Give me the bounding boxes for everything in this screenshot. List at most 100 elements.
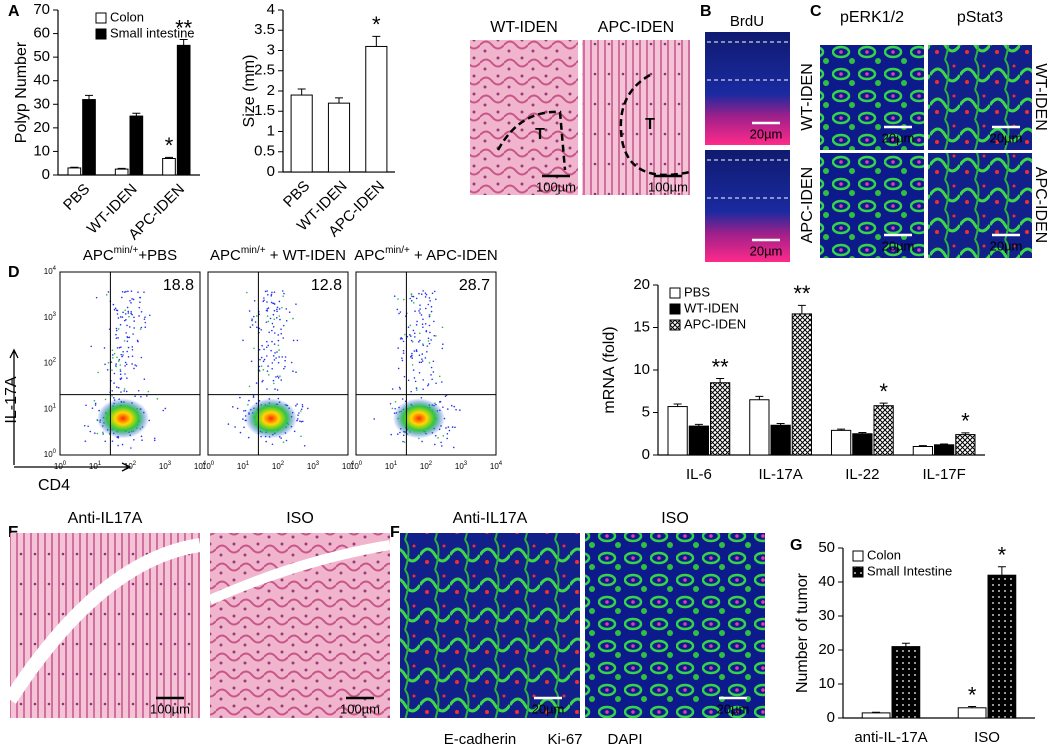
- flow-dot: [121, 355, 123, 358]
- flow-dot: [441, 326, 444, 329]
- x-tick-label: 100: [350, 461, 363, 472]
- histology-image: [10, 533, 200, 718]
- flow-dot: [126, 340, 129, 343]
- flow-dot: [143, 291, 145, 293]
- tick-exponent: 2: [133, 461, 137, 467]
- scale-label: 20µm: [532, 701, 565, 716]
- flow-dot: [260, 328, 263, 331]
- y-axis-label: Size (mm): [241, 55, 258, 128]
- flow-dot: [131, 363, 133, 365]
- flow-dot: [126, 377, 128, 379]
- flow-dot: [94, 402, 97, 405]
- flow-dot: [271, 443, 274, 446]
- flow-dot: [243, 410, 245, 412]
- flow-dot: [119, 323, 122, 326]
- legend-label: APC-IDEN: [684, 316, 746, 331]
- quadrant-percent: 18.8: [163, 277, 194, 294]
- flow-title: APCmin/+ + APC-IDEN: [354, 245, 498, 264]
- y-tick-label: 102: [44, 357, 57, 368]
- flow-dot: [397, 347, 399, 349]
- tick-exponent: 2: [53, 357, 57, 363]
- flow-dot: [153, 437, 156, 440]
- flow-dot: [280, 379, 283, 381]
- flow-dot: [425, 307, 427, 310]
- flow-dot: [413, 377, 416, 379]
- flow-dot: [430, 339, 432, 341]
- flow-dot: [133, 327, 135, 329]
- tick-exponent: 3: [53, 311, 57, 317]
- flow-dot: [273, 359, 276, 361]
- flow-dot: [418, 361, 421, 364]
- y-tick-label: 30: [33, 95, 50, 112]
- flow-dot: [272, 355, 275, 357]
- flow-dot: [425, 293, 428, 296]
- fluorescence-image: [705, 32, 790, 145]
- flow-dot: [119, 370, 122, 372]
- significance-label: **: [712, 354, 730, 379]
- flow-dot: [113, 397, 115, 399]
- fluorescence-image: [585, 533, 765, 718]
- y-tick-label: 20: [818, 641, 835, 658]
- y-tick-label: 10: [633, 361, 650, 378]
- flow-dot: [298, 412, 300, 414]
- flow-dot: [266, 370, 269, 372]
- flow-dot: [276, 351, 278, 353]
- flow-dot: [132, 298, 135, 301]
- flow-dot: [280, 332, 283, 335]
- scale-label: 20µm: [990, 238, 1023, 253]
- flow-dot: [424, 322, 427, 325]
- tick-exponent: 1: [98, 461, 102, 467]
- flow-dot: [118, 358, 121, 361]
- flow-dot: [126, 324, 128, 327]
- flow-dot: [147, 390, 150, 393]
- flow-dot: [273, 332, 276, 334]
- flow-dot: [107, 291, 110, 293]
- flow-dot: [127, 356, 130, 358]
- flow-dot: [275, 316, 278, 319]
- flow-dot: [156, 398, 159, 400]
- flow-dot: [414, 380, 417, 383]
- flow-dot: [248, 310, 251, 312]
- flow-dot: [267, 374, 270, 376]
- flow-dot: [285, 319, 288, 322]
- flow-dot: [125, 390, 128, 393]
- flow-dot: [421, 440, 423, 443]
- error-bar: [997, 566, 1006, 576]
- flow-dot: [133, 320, 136, 322]
- flow-title: APCmin/++PBS: [83, 245, 177, 264]
- flow-dot: [455, 408, 457, 411]
- flow-dot: [267, 307, 270, 309]
- error-bar: [297, 88, 306, 96]
- error-bar: [776, 423, 785, 426]
- fluorescence-image: [705, 150, 790, 262]
- y-tick-label: 40: [818, 573, 835, 590]
- flow-dot: [102, 433, 104, 435]
- flow-dot: [446, 437, 448, 440]
- flow-dot: [394, 407, 396, 410]
- flow-dot: [418, 310, 420, 312]
- flow-dot: [431, 378, 433, 381]
- flow-dot: [117, 360, 120, 362]
- flow-dot: [247, 403, 249, 406]
- legend-swatch: [669, 319, 681, 331]
- y-tick-label: 3: [267, 41, 275, 58]
- flow-dot: [124, 361, 127, 364]
- flow-dot: [433, 334, 436, 337]
- flow-dot: [415, 350, 418, 353]
- x-tick-label: 103: [159, 461, 172, 472]
- flow-dot: [415, 387, 418, 390]
- flow-dot: [301, 405, 304, 408]
- x-tick-label: 103: [455, 461, 468, 472]
- flow-dot: [113, 308, 116, 311]
- flow-dot: [404, 333, 406, 336]
- flow-dot: [433, 290, 436, 293]
- flow-dot: [131, 348, 134, 351]
- flow-dot: [140, 356, 143, 359]
- x-tick-label: IL-17A: [759, 466, 803, 483]
- y-tick-label: 1.5: [254, 102, 275, 119]
- flow-dot: [300, 420, 303, 423]
- bar: [955, 434, 976, 456]
- x-tick-label: 104: [490, 461, 503, 472]
- panel-label: B: [700, 3, 712, 20]
- y-tick-label: 2.5: [254, 62, 275, 79]
